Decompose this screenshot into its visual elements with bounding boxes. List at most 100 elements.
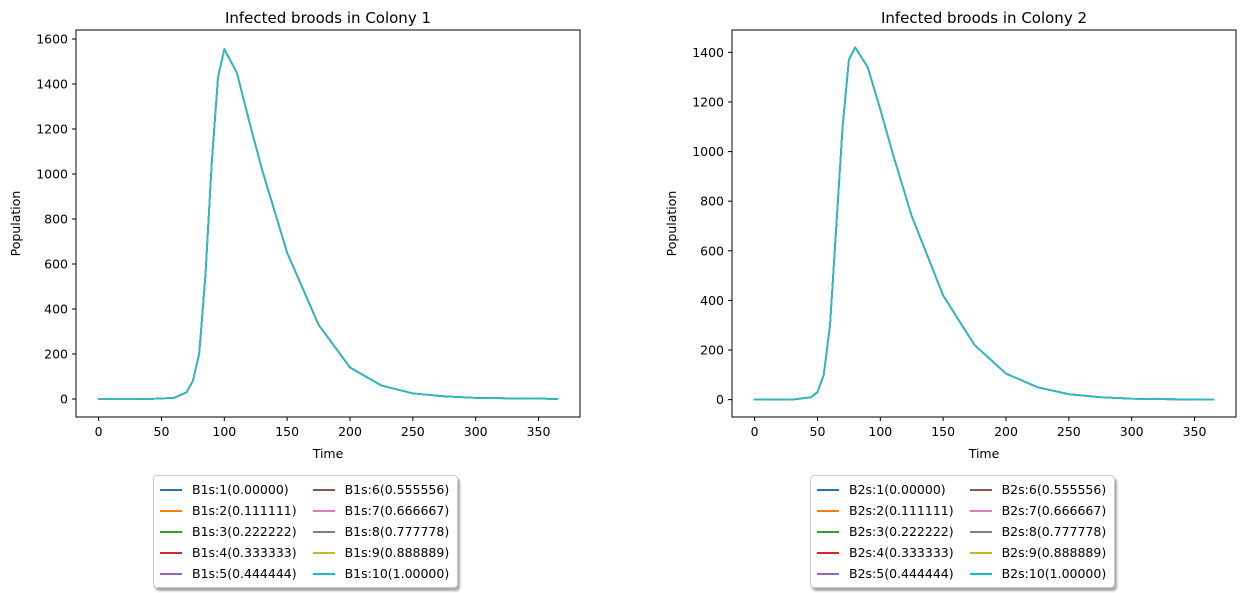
legend-swatch — [817, 572, 839, 575]
series-line-10 — [753, 46, 1215, 401]
chart-title: Infected broods in Colony 1 — [225, 9, 431, 27]
y-tick-label: 200 — [44, 347, 68, 362]
legend-label: B1s:4(0.333333) — [192, 545, 297, 560]
axes-frame — [75, 29, 581, 418]
legend-swatch — [160, 488, 182, 491]
legend-swatch — [160, 572, 182, 575]
legend-label: B2s:5(0.444444) — [849, 566, 954, 581]
legend-entry: B1s:1(0.00000) — [160, 479, 297, 500]
legend-label: B2s:8(0.777778) — [1001, 524, 1107, 539]
x-tick-label: 100 — [868, 424, 892, 439]
legend-label: B1s:10(1.00000) — [344, 566, 450, 581]
x-axis-label: Time — [968, 446, 1000, 461]
series-line-2 — [753, 46, 1215, 401]
legend-label: B1s:3(0.222222) — [192, 524, 297, 539]
x-tick-label: 200 — [994, 424, 1018, 439]
legend-entry: B2s:8(0.777778) — [969, 521, 1107, 542]
legend-swatch — [969, 488, 992, 491]
x-tick-label: 0 — [95, 424, 103, 439]
legend-label: B2s:2(0.111111) — [849, 503, 954, 518]
legend-label: B1s:7(0.666667) — [344, 503, 450, 518]
y-axis-label: Population — [664, 191, 679, 257]
x-tick-label: 50 — [154, 424, 170, 439]
x-tick-label: 250 — [1057, 424, 1081, 439]
chart-colony-2: 0 50 100 150 200 250 300 350 0 200 400 600 800 1000 12… — [664, 9, 1237, 461]
legend-swatch — [160, 509, 182, 512]
y-tick-label: 400 — [44, 302, 68, 317]
series-line-1 — [753, 46, 1215, 401]
legend-entry: B2s:2(0.111111) — [817, 500, 954, 521]
legend-swatch — [312, 551, 335, 554]
y-tick-label: 400 — [700, 293, 724, 308]
series-line-9 — [97, 48, 559, 400]
legend-entry: B1s:6(0.555556) — [312, 479, 450, 500]
legend-label: B1s:6(0.555556) — [344, 482, 450, 497]
legend-colony-2: B2s:1(0.00000) B2s:6(0.555556) B2s:2(0.111… — [810, 475, 1116, 588]
legend-label: B1s:5(0.444444) — [192, 566, 297, 581]
y-tick-label: 600 — [44, 257, 68, 272]
legend-swatch — [312, 509, 335, 512]
series-line-10 — [97, 48, 559, 400]
y-tick-label: 1200 — [36, 122, 68, 137]
series-line-7 — [753, 46, 1215, 401]
chart-colony-1: 0 50 100 150 200 250 300 350 0 200 400 600 800 1000 12… — [8, 9, 581, 461]
y-tick-label: 1200 — [692, 94, 724, 109]
legend-entry: B1s:8(0.777778) — [312, 521, 450, 542]
series-line-5 — [97, 48, 559, 400]
series-line-3 — [97, 48, 559, 400]
legend-label: B1s:9(0.888889) — [344, 545, 450, 560]
legend-label: B2s:10(1.00000) — [1001, 566, 1107, 581]
legend-entry: B1s:2(0.111111) — [160, 500, 297, 521]
y-tick-label: 1400 — [36, 77, 68, 92]
legend-swatch — [817, 551, 839, 554]
legend-entry: B2s:4(0.333333) — [817, 542, 954, 563]
x-tick-label: 250 — [401, 424, 425, 439]
x-tick-label: 200 — [338, 424, 362, 439]
legend-label: B2s:9(0.888889) — [1001, 545, 1107, 560]
legend-entry: B2s:10(1.00000) — [969, 563, 1107, 584]
legend-label: B2s:7(0.666667) — [1001, 503, 1107, 518]
y-tick-label: 800 — [700, 194, 724, 209]
series-line-5 — [753, 46, 1215, 401]
legend-swatch — [817, 530, 839, 533]
chart-title: Infected broods in Colony 2 — [881, 9, 1087, 27]
legend-entry: B2s:5(0.444444) — [817, 563, 954, 584]
legend-label: B1s:8(0.777778) — [344, 524, 450, 539]
series-line-9 — [753, 46, 1215, 401]
legend-label: B2s:4(0.333333) — [849, 545, 954, 560]
y-tick-label: 1000 — [36, 167, 68, 182]
legend-entry: B2s:7(0.666667) — [969, 500, 1107, 521]
y-tick-label: 800 — [44, 212, 68, 227]
y-tick-label: 1600 — [36, 32, 68, 47]
series-line-6 — [753, 46, 1215, 401]
legend-swatch — [969, 572, 992, 575]
legend-label: B1s:2(0.111111) — [192, 503, 297, 518]
legend-colony-1: B1s:1(0.00000) B1s:6(0.555556) B1s:2(0.111… — [153, 475, 459, 588]
legend-entry: B1s:9(0.888889) — [312, 542, 450, 563]
x-tick-label: 300 — [464, 424, 488, 439]
x-tick-label: 350 — [527, 424, 551, 439]
legend-label: B2s:3(0.222222) — [849, 524, 954, 539]
legend-entry: B2s:6(0.555556) — [969, 479, 1106, 500]
series-line-7 — [97, 48, 559, 400]
legend-swatch — [817, 488, 839, 491]
x-tick-label: 300 — [1120, 424, 1144, 439]
series-line-6 — [97, 48, 559, 400]
series-line-8 — [753, 46, 1215, 401]
y-tick-label: 200 — [700, 343, 724, 358]
legend-swatch — [969, 551, 992, 554]
y-axis-label: Population — [8, 191, 23, 257]
x-axis-label: Time — [312, 446, 344, 461]
legend-entry: B2s:1(0.00000) — [817, 479, 954, 500]
y-tick-label: 1000 — [692, 144, 724, 159]
legend-swatch — [312, 530, 335, 533]
series-line-8 — [97, 48, 559, 400]
x-tick-label: 100 — [212, 424, 236, 439]
series-line-1 — [97, 48, 559, 400]
x-tick-label: 0 — [751, 424, 759, 439]
legend-swatch — [312, 488, 335, 491]
series-line-3 — [753, 46, 1215, 401]
legend-label: B1s:1(0.00000) — [192, 482, 289, 497]
x-tick-label: 50 — [810, 424, 826, 439]
